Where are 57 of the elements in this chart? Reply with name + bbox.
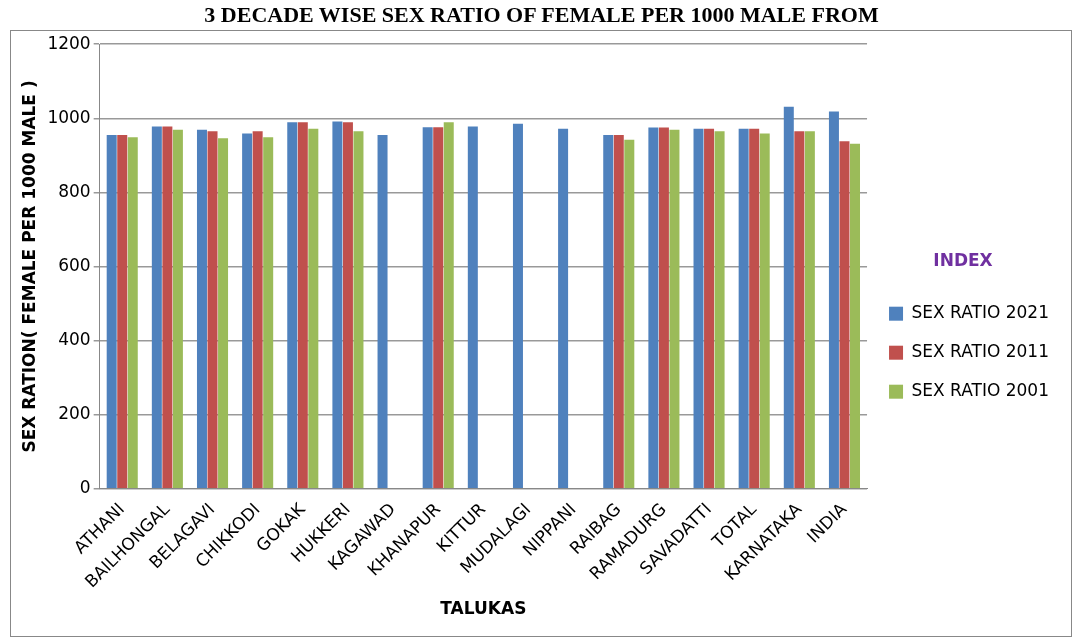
bar [512,123,523,488]
bar [658,127,669,488]
y-tick-label: 600 [58,254,91,275]
bar [693,128,704,488]
bar [749,128,760,488]
bar [308,128,319,488]
bar [117,134,128,488]
bar [297,122,308,488]
y-tick-label: 800 [58,180,91,201]
y-tick-label: 400 [58,328,91,349]
bar [127,137,138,488]
bar [759,133,770,488]
bar [624,139,635,488]
y-tick-label: 200 [58,403,91,424]
bar [443,122,454,488]
bar [353,131,364,488]
bar [558,128,569,488]
bar [242,133,253,488]
y-tick-label: 0 [79,477,91,498]
legend-label: SEX RATIO 2001 [911,380,1050,401]
bar [287,122,298,488]
bar [839,141,850,488]
bar [738,128,749,488]
bar [342,122,353,488]
legend-label: SEX RATIO 2011 [911,341,1050,362]
bar [422,127,433,488]
y-tick-label: 1200 [47,32,91,53]
bar [106,134,117,488]
bar [828,111,839,488]
bar [467,126,478,488]
bar [433,127,444,488]
bar [263,137,274,488]
y-tick-label: 1000 [47,106,91,127]
bar [151,126,162,488]
legend-title: INDEX [933,249,993,270]
bar [172,129,183,488]
bar [613,134,624,488]
bar [783,106,794,488]
bar [218,138,229,488]
bar [162,126,173,488]
bar [704,128,715,488]
legend-label: SEX RATIO 2021 [911,302,1050,323]
bar [332,121,343,488]
bar [714,131,725,488]
bar [794,131,805,488]
bar [669,129,680,488]
bar [804,131,815,488]
x-axis-title: TALUKAS [440,598,527,619]
y-axis-title: SEX RATION( FEMALE PER 1000 MALE ) [18,80,39,453]
bar [196,129,207,488]
bar [252,131,263,488]
bar [377,134,388,488]
bar [207,131,218,488]
bar [850,143,861,488]
bar [648,127,659,488]
bar [603,134,614,488]
chart-title: 3 DECADE WISE SEX RATIO OF FEMALE PER 1000 MALE FROM [203,2,880,28]
